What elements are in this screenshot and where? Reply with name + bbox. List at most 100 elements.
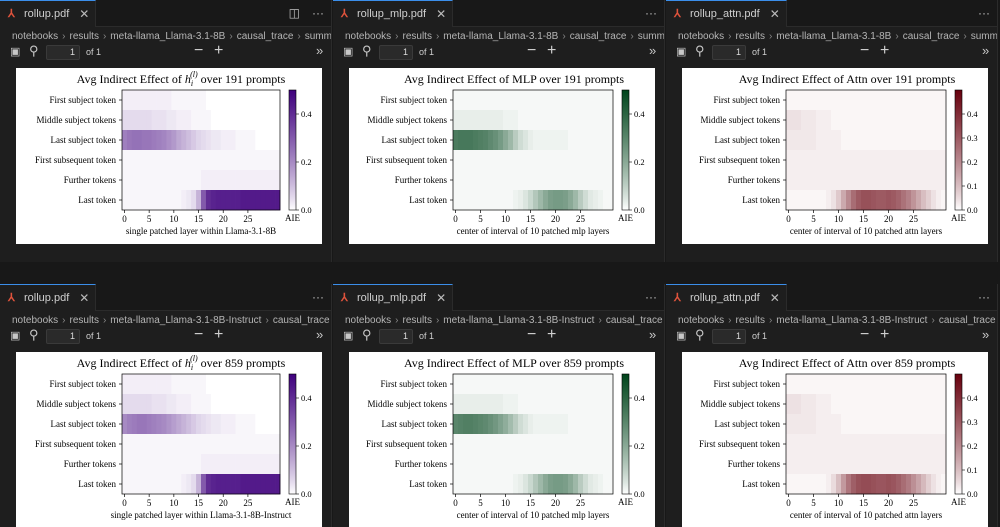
close-icon[interactable]: ✕ bbox=[769, 291, 780, 305]
heatmap-cell bbox=[553, 414, 559, 435]
close-icon[interactable]: ✕ bbox=[79, 7, 90, 21]
close-icon[interactable]: ✕ bbox=[79, 291, 90, 305]
breadcrumb-item[interactable]: causal_trace bbox=[938, 315, 996, 326]
page-number-input[interactable]: 1 bbox=[712, 329, 746, 344]
sidebar-toggle-icon[interactable]: ▣ bbox=[676, 330, 687, 342]
heatmap-cell bbox=[176, 394, 182, 415]
search-icon[interactable]: ⚲ bbox=[29, 327, 39, 342]
close-icon[interactable]: ✕ bbox=[769, 7, 780, 21]
editor-tab[interactable]: ⅄ rollup_mlp.pdf ✕ bbox=[333, 0, 454, 27]
more-actions-icon[interactable]: ··· bbox=[645, 6, 657, 20]
zoom-out-icon[interactable]: − bbox=[527, 42, 537, 59]
breadcrumb-item[interactable]: notebooks bbox=[345, 315, 392, 326]
breadcrumb-item[interactable]: results bbox=[69, 315, 99, 326]
tab-bar: ⅄ rollup.pdf ✕ ◫ ··· bbox=[0, 0, 332, 27]
breadcrumb-item[interactable]: summary_p bbox=[637, 31, 665, 42]
breadcrumb-item[interactable]: meta-llama_Llama-3.1-8B bbox=[443, 31, 559, 42]
sidebar-toggle-icon[interactable]: ▣ bbox=[10, 46, 21, 58]
sidebar-toggle-icon[interactable]: ▣ bbox=[676, 46, 687, 58]
zoom-in-icon[interactable]: + bbox=[214, 42, 224, 59]
sidebar-toggle-icon[interactable]: ▣ bbox=[343, 330, 354, 342]
breadcrumb-item[interactable]: causal_trace bbox=[605, 315, 663, 326]
heatmap-cell bbox=[225, 474, 231, 495]
breadcrumb-item[interactable]: summary_p bbox=[970, 31, 998, 42]
heatmap-cell bbox=[926, 474, 932, 495]
editor-tab[interactable]: ⅄ rollup_attn.pdf ✕ bbox=[666, 284, 787, 311]
search-icon[interactable]: ⚲ bbox=[362, 43, 372, 58]
breadcrumb-item[interactable]: causal_trace bbox=[236, 31, 294, 42]
expand-icon[interactable]: » bbox=[649, 43, 657, 58]
heatmap-cell bbox=[122, 434, 128, 455]
search-icon[interactable]: ⚲ bbox=[695, 327, 705, 342]
close-icon[interactable]: ✕ bbox=[436, 291, 447, 305]
x-tick-label: 15 bbox=[526, 214, 536, 224]
zoom-out-icon[interactable]: − bbox=[194, 326, 204, 343]
editor-tab[interactable]: ⅄ rollup.pdf ✕ bbox=[0, 0, 97, 27]
more-actions-icon[interactable]: ··· bbox=[978, 290, 990, 304]
breadcrumb-item[interactable]: summary_p bbox=[304, 31, 332, 42]
breadcrumb-item[interactable]: meta-llama_Llama-3.1-8B-Instruct bbox=[110, 315, 262, 326]
page-number-input[interactable]: 1 bbox=[46, 45, 80, 60]
breadcrumb-item[interactable]: notebooks bbox=[12, 315, 59, 326]
breadcrumb-item[interactable]: notebooks bbox=[678, 315, 725, 326]
breadcrumb-item[interactable]: notebooks bbox=[12, 31, 59, 42]
breadcrumb-item[interactable]: notebooks bbox=[678, 31, 725, 42]
split-editor-icon[interactable]: ◫ bbox=[288, 6, 300, 20]
zoom-out-icon[interactable]: − bbox=[527, 326, 537, 343]
more-actions-icon[interactable]: ··· bbox=[312, 6, 324, 20]
search-icon[interactable]: ⚲ bbox=[362, 327, 372, 342]
breadcrumb-item[interactable]: results bbox=[735, 31, 765, 42]
zoom-in-icon[interactable]: + bbox=[880, 326, 890, 343]
expand-icon[interactable]: » bbox=[982, 327, 990, 342]
heatmap-cell bbox=[528, 454, 534, 475]
page-number-input[interactable]: 1 bbox=[46, 329, 80, 344]
more-actions-icon[interactable]: ··· bbox=[645, 290, 657, 304]
heatmap-cell bbox=[215, 434, 222, 455]
zoom-in-icon[interactable]: + bbox=[547, 326, 557, 343]
heatmap-cell bbox=[473, 434, 479, 455]
breadcrumb-item[interactable]: results bbox=[735, 315, 765, 326]
heatmap-chart: Avg Indirect Effect of hi(l) over 859 pr… bbox=[35, 354, 312, 520]
zoom-in-icon[interactable]: + bbox=[880, 42, 890, 59]
breadcrumb-item[interactable]: meta-llama_Llama-3.1-8B bbox=[110, 31, 226, 42]
breadcrumb-item[interactable]: meta-llama_Llama-3.1-8B bbox=[776, 31, 892, 42]
zoom-in-icon[interactable]: + bbox=[214, 326, 224, 343]
editor-tab[interactable]: ⅄ rollup.pdf ✕ bbox=[0, 284, 97, 311]
zoom-out-icon[interactable]: − bbox=[860, 326, 870, 343]
breadcrumb-item[interactable]: causal_trace bbox=[569, 31, 627, 42]
heatmap-cell bbox=[891, 150, 897, 171]
breadcrumb-item[interactable]: notebooks bbox=[345, 31, 392, 42]
search-icon[interactable]: ⚲ bbox=[695, 43, 705, 58]
search-icon[interactable]: ⚲ bbox=[29, 43, 39, 58]
breadcrumb-item[interactable]: results bbox=[69, 31, 99, 42]
page-number-input[interactable]: 1 bbox=[712, 45, 746, 60]
zoom-in-icon[interactable]: + bbox=[547, 42, 557, 59]
more-actions-icon[interactable]: ··· bbox=[978, 6, 990, 20]
expand-icon[interactable]: » bbox=[982, 43, 990, 58]
expand-icon[interactable]: » bbox=[316, 327, 324, 342]
expand-icon[interactable]: » bbox=[316, 43, 324, 58]
breadcrumb-item[interactable]: causal_trace bbox=[272, 315, 330, 326]
x-tick-label: 25 bbox=[243, 498, 253, 508]
heatmap-cell bbox=[538, 90, 544, 111]
colorbar-tick-label: 0.0 bbox=[634, 205, 645, 215]
breadcrumb-item[interactable]: meta-llama_Llama-3.1-8B-Instruct bbox=[776, 315, 928, 326]
expand-icon[interactable]: » bbox=[649, 327, 657, 342]
zoom-out-icon[interactable]: − bbox=[860, 42, 870, 59]
heatmap-cell bbox=[583, 110, 589, 131]
breadcrumb-item[interactable]: results bbox=[402, 315, 432, 326]
close-icon[interactable]: ✕ bbox=[436, 7, 447, 21]
more-actions-icon[interactable]: ··· bbox=[312, 290, 324, 304]
editor-tab[interactable]: ⅄ rollup_attn.pdf ✕ bbox=[666, 0, 787, 27]
zoom-out-icon[interactable]: − bbox=[194, 42, 204, 59]
heatmap-cell bbox=[220, 394, 227, 415]
breadcrumb-item[interactable]: meta-llama_Llama-3.1-8B-Instruct bbox=[443, 315, 595, 326]
breadcrumb-item[interactable]: causal_trace bbox=[902, 31, 960, 42]
sidebar-toggle-icon[interactable]: ▣ bbox=[10, 330, 21, 342]
page-number-input[interactable]: 1 bbox=[379, 45, 413, 60]
editor-tab[interactable]: ⅄ rollup_mlp.pdf ✕ bbox=[333, 284, 454, 311]
page-number-input[interactable]: 1 bbox=[379, 329, 413, 344]
sidebar-toggle-icon[interactable]: ▣ bbox=[343, 46, 354, 58]
tab-bar: ⅄ rollup_mlp.pdf ✕ ··· bbox=[333, 284, 665, 311]
breadcrumb-item[interactable]: results bbox=[402, 31, 432, 42]
